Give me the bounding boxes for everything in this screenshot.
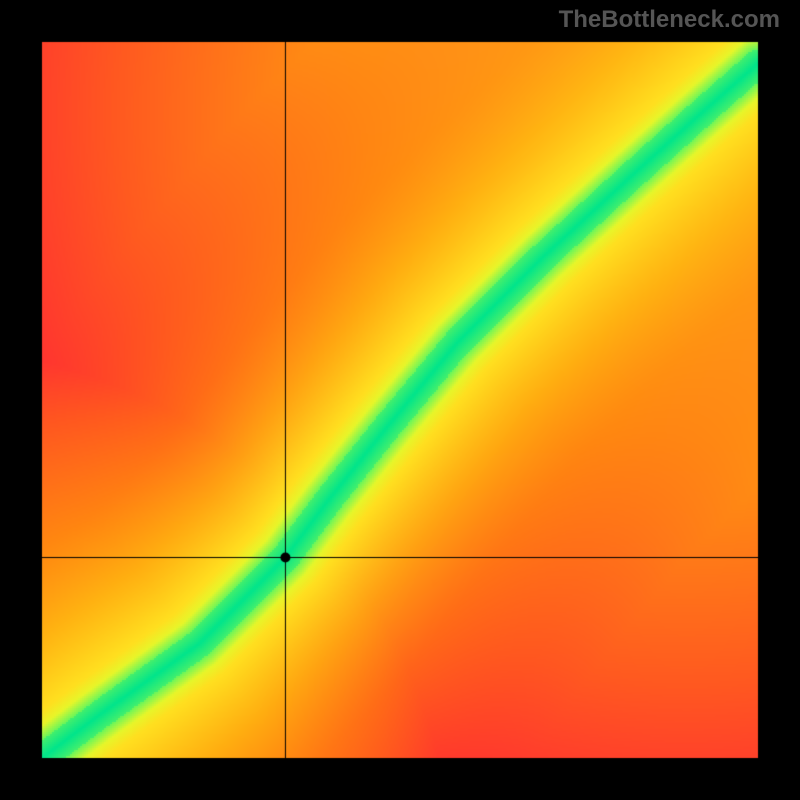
watermark: TheBottleneck.com bbox=[559, 6, 780, 34]
chart-container: { "watermark": { "text": "TheBottleneck.… bbox=[0, 0, 800, 800]
heatmap-canvas bbox=[0, 0, 800, 800]
